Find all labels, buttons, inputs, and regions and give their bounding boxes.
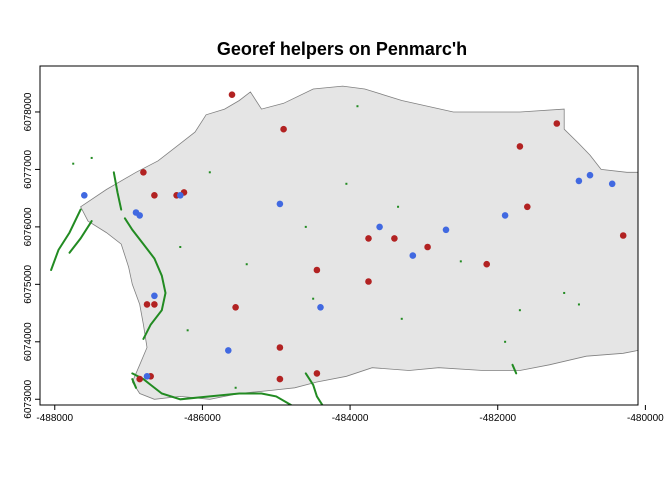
red-point bbox=[483, 260, 491, 268]
y-axis: 6073000 6074000 6075000 6076000 6077000 60780… bbox=[23, 92, 40, 419]
green-dot bbox=[208, 171, 211, 174]
blue-point bbox=[317, 304, 324, 311]
green-dot bbox=[186, 329, 189, 332]
red-point bbox=[276, 375, 284, 383]
georef-points bbox=[81, 91, 672, 383]
green-point-features bbox=[72, 105, 669, 389]
green-dot bbox=[518, 309, 521, 312]
blue-point bbox=[143, 373, 151, 380]
green-line-7 bbox=[511, 363, 518, 375]
green-line-3 bbox=[112, 171, 123, 211]
green-dot bbox=[667, 292, 669, 294]
green-line-1 bbox=[68, 220, 93, 254]
red-point bbox=[657, 298, 664, 305]
red-point bbox=[391, 235, 398, 242]
green-dot bbox=[397, 205, 400, 208]
green-dot bbox=[234, 386, 237, 389]
green-line-features bbox=[50, 171, 518, 405]
red-point bbox=[232, 304, 239, 311]
y-tick-label: 6076000 bbox=[23, 207, 34, 246]
blue-point bbox=[442, 226, 450, 234]
green-dot bbox=[400, 317, 403, 320]
blue-point bbox=[136, 212, 143, 219]
green-dot bbox=[356, 105, 359, 108]
red-point bbox=[365, 235, 372, 242]
blue-point bbox=[575, 177, 583, 185]
green-dot bbox=[345, 182, 348, 185]
red-point bbox=[365, 278, 372, 285]
green-line-5 bbox=[131, 378, 137, 389]
blue-point bbox=[151, 292, 158, 300]
red-point bbox=[657, 201, 664, 208]
red-point bbox=[619, 232, 627, 239]
y-tick-label: 6074000 bbox=[23, 322, 34, 361]
red-point bbox=[151, 192, 158, 199]
green-dot bbox=[72, 162, 75, 165]
green-dot bbox=[504, 340, 507, 343]
red-point bbox=[143, 301, 151, 308]
y-tick-label: 6077000 bbox=[23, 150, 34, 189]
blue-point bbox=[376, 223, 383, 231]
red-point bbox=[524, 203, 531, 211]
plot-title: Georef helpers on Penmarc'h bbox=[217, 39, 467, 59]
blue-point bbox=[177, 192, 184, 199]
y-tick-label: 6075000 bbox=[23, 264, 34, 303]
green-dot bbox=[563, 291, 566, 294]
red-point bbox=[136, 375, 143, 383]
red-point bbox=[151, 301, 158, 308]
red-point bbox=[424, 243, 431, 251]
green-dot bbox=[245, 263, 248, 266]
blue-point bbox=[608, 180, 616, 188]
y-tick-label: 6078000 bbox=[23, 92, 34, 131]
green-line-6 bbox=[304, 372, 324, 405]
red-point bbox=[313, 370, 321, 377]
green-dot bbox=[179, 245, 182, 248]
blue-point bbox=[668, 112, 672, 119]
red-point bbox=[516, 143, 524, 150]
blue-point bbox=[586, 171, 594, 179]
green-dot bbox=[577, 303, 580, 306]
y-tick-label: 6073000 bbox=[23, 379, 34, 418]
red-point bbox=[553, 120, 561, 127]
red-point bbox=[276, 344, 284, 351]
blue-point bbox=[409, 252, 417, 259]
blue-point bbox=[501, 212, 509, 219]
x-tick-label: -488000 bbox=[36, 413, 73, 424]
green-dot bbox=[304, 225, 307, 228]
plot-frame bbox=[39, 65, 639, 406]
green-line-0 bbox=[50, 208, 82, 271]
red-point bbox=[280, 125, 287, 133]
green-dot bbox=[459, 260, 462, 263]
red-point bbox=[313, 266, 321, 274]
x-axis: -488000 -486000 -484000 -482000 -480000 bbox=[36, 405, 664, 424]
red-point bbox=[140, 169, 147, 176]
x-tick-label: -484000 bbox=[332, 413, 369, 424]
x-tick-label: -480000 bbox=[627, 413, 664, 424]
green-line-4 bbox=[131, 372, 292, 405]
commune-polygon bbox=[80, 85, 638, 400]
red-point bbox=[228, 91, 236, 98]
green-dot bbox=[90, 156, 93, 159]
x-tick-label: -486000 bbox=[184, 413, 221, 424]
green-dot bbox=[312, 297, 315, 300]
blue-point bbox=[81, 192, 88, 199]
blue-point bbox=[225, 347, 232, 354]
blue-point bbox=[276, 200, 284, 208]
green-line-2 bbox=[123, 217, 167, 340]
green-dot bbox=[644, 114, 646, 116]
x-tick-label: -482000 bbox=[479, 413, 516, 424]
